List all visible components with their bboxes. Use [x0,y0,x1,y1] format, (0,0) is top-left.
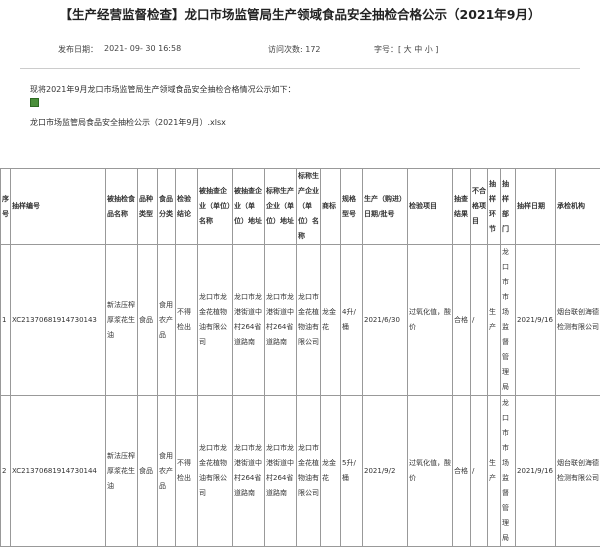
page-title: 【生产经营监督检查】龙口市场监管局生产领域食品安全抽检合格公示（2021年9月） [0,4,600,23]
table-cell: 4升/桶 [341,245,363,396]
table-cell: 不得检出 [176,245,198,396]
table-cell: 5升/桶 [341,396,363,547]
table-cell: 龙口市市场监督管理局 [501,396,516,547]
table-cell: 龙口市龙港街道中村264省道路南 [265,396,297,547]
header-cell: 抽查结果 [453,169,471,245]
table-cell: 龙口市市场监督管理局 [501,245,516,396]
table-cell: 龙口市龙港街道中村264省道路南 [265,245,297,396]
header-cell: 序号 [1,169,11,245]
table-cell: 新法压榨厚浆花生油 [106,396,138,547]
table-cell: 食用农产品 [158,245,176,396]
table-cell: 食品 [138,396,158,547]
header-cell: 抽样编号 [11,169,106,245]
header-cell: 生产（购进）日期/批号 [363,169,408,245]
table-cell: 过氧化值，酸价 [408,245,453,396]
intro: 现将2021年9月龙口市场监管局生产领域食品安全抽检合格情况公示如下： [30,84,295,95]
table-cell: 烟台联创海德检测有限公司 [556,245,600,396]
header-cell: 标称生产企业（单位）名称 [297,169,321,245]
header-cell: 抽样环节 [488,169,501,245]
table-cell: 龙口市龙金花植物油有限公司 [198,245,233,396]
header-cell: 抽样日期 [516,169,556,245]
attachment-link[interactable]: 龙口市场监管局食品安全抽检公示（2021年9月）.xlsx [30,117,226,128]
date-label: 发布日期： [58,44,98,55]
table-cell: / [471,396,488,547]
header-cell: 承检机构 [556,169,600,245]
header-cell: 标称生产企业（单位）地址 [265,169,297,245]
table-cell: 生产 [488,396,501,547]
table-cell: 1 [1,245,11,396]
table-cell: XC21370681914730143 [11,245,106,396]
file-icon [30,98,39,107]
table-cell: 新法压榨厚浆花生油 [106,245,138,396]
header-cell: 不合格项目 [471,169,488,245]
header-row: 序号抽样编号被抽检食品名称品种类型食品分类检验结论被抽查企业（单位）名称被抽查企… [1,169,600,245]
table-cell: 龙金花 [321,396,341,547]
header-cell: 检验结论 [176,169,198,245]
table-cell: 2021/9/16 [516,245,556,396]
table-cell: 龙口市龙金花植物油有限公司 [198,396,233,547]
table-cell: 不得检出 [176,396,198,547]
table-cell: 合格 [453,396,471,547]
header-cell: 检验项目 [408,169,453,245]
table-cell: 龙口市龙港街道中村264省道路南 [233,396,265,547]
header-cell: 被抽检食品名称 [106,169,138,245]
table-cell: 合格 [453,245,471,396]
table-cell: 龙金花 [321,245,341,396]
table-cell: 2021/6/30 [363,245,408,396]
header-cell: 抽样部门 [501,169,516,245]
header-cell: 品种类型 [138,169,158,245]
header-cell: 规格型号 [341,169,363,245]
table-cell: XC21370681914730144 [11,396,106,547]
table-cell: 2 [1,396,11,547]
publish-date: 2021- 09- 30 16:58 [104,44,181,53]
table-cell: 2021/9/16 [516,396,556,547]
table-cell: 过氧化值，酸价 [408,396,453,547]
visit-count: 访问次数: 172 [268,44,321,55]
header-cell: 被抽查企业（单位）名称 [198,169,233,245]
header-cell: 食品分类 [158,169,176,245]
table-cell: 生产 [488,245,501,396]
font-size-switch[interactable]: 字号：[ 大 中 小 ] [374,44,438,55]
table-cell: 烟台联创海德检测有限公司 [556,396,600,547]
table-cell: / [471,245,488,396]
table-cell: 龙口市金花植物油有限公司 [297,396,321,547]
header-cell: 被抽查企业（单位）地址 [233,169,265,245]
table-cell: 2021/9/2 [363,396,408,547]
page: 【生产经营监督检查】龙口市场监管局生产领域食品安全抽检合格公示（2021年9月）… [0,0,600,437]
table-cell: 食品 [138,245,158,396]
result-table: 序号抽样编号被抽检食品名称品种类型食品分类检验结论被抽查企业（单位）名称被抽查企… [0,168,600,547]
divider [20,68,580,69]
table-cell: 食用农产品 [158,396,176,547]
table-cell: 龙口市金花植物油有限公司 [297,245,321,396]
header-cell: 商标 [321,169,341,245]
table-cell: 龙口市龙港街道中村264省道路南 [233,245,265,396]
